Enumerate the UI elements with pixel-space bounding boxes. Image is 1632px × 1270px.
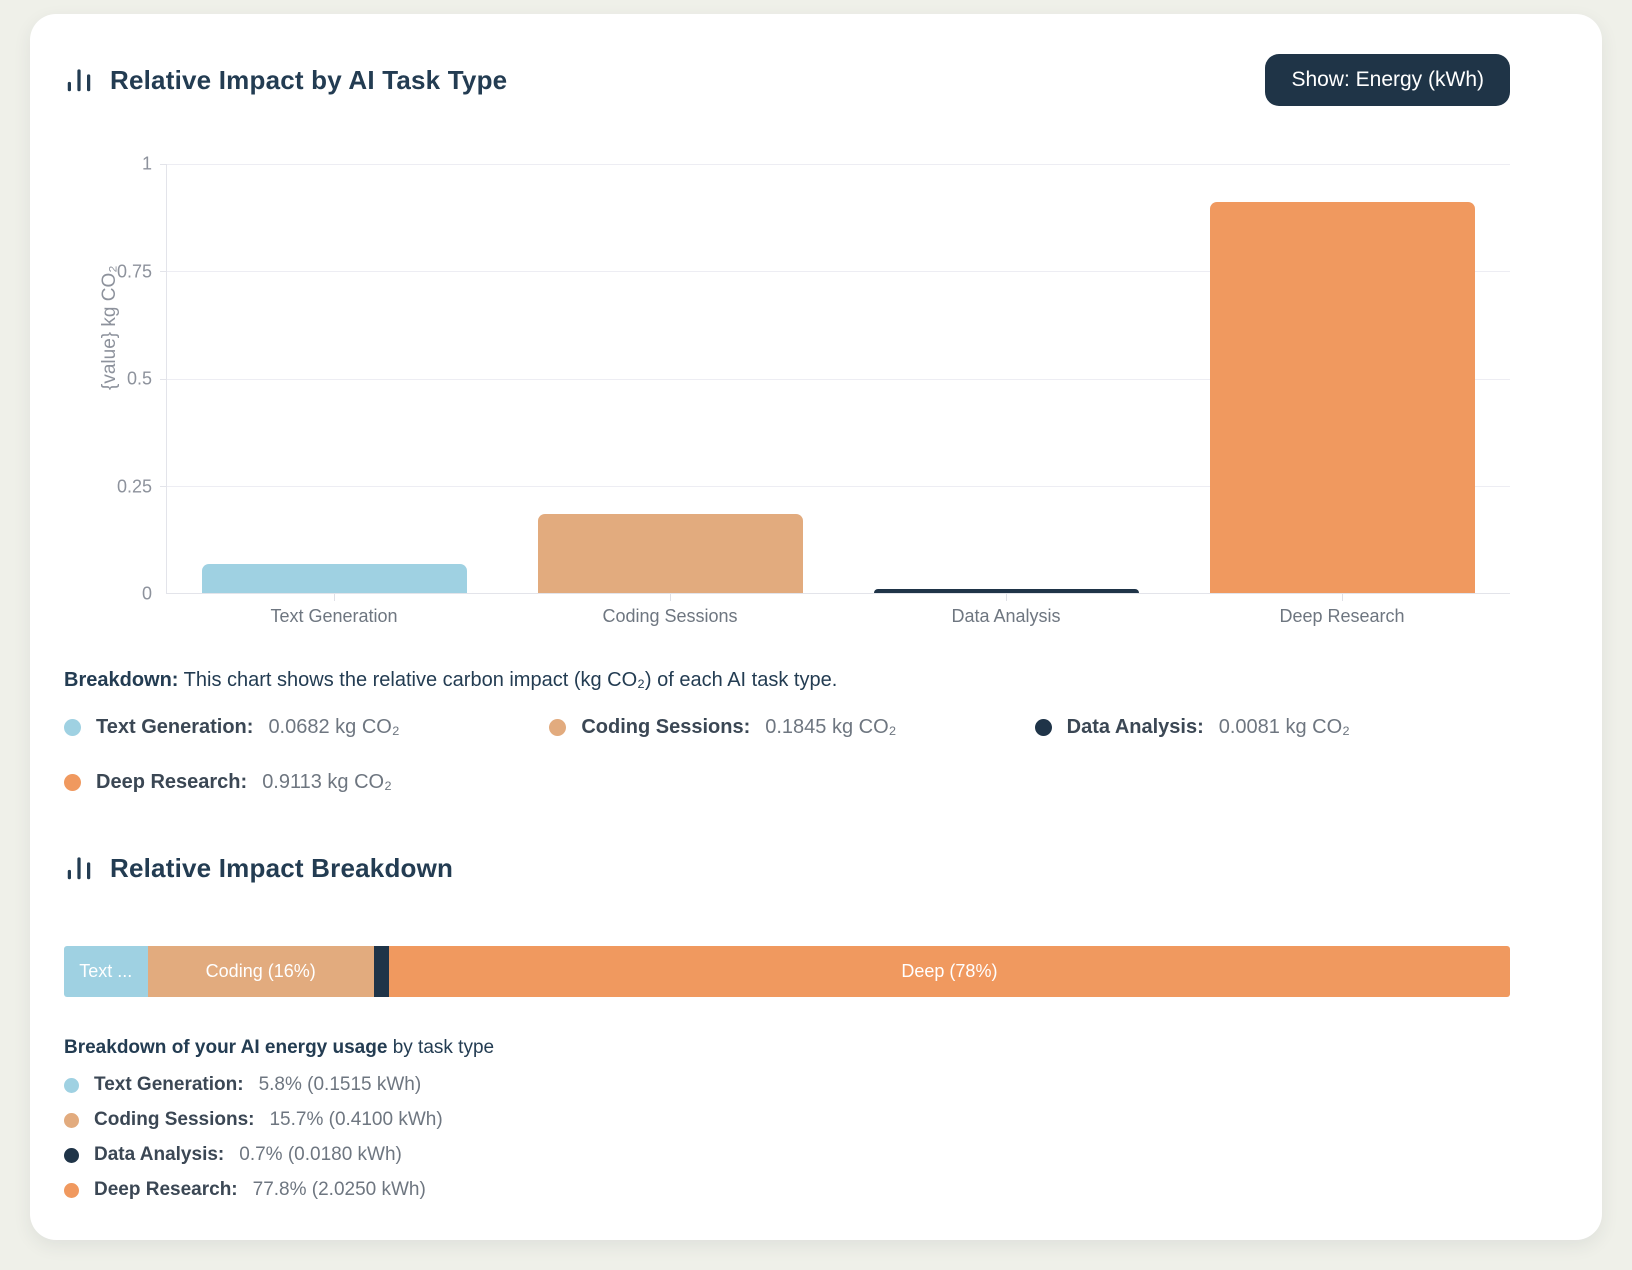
legend-value: 0.0081 kg CO₂ — [1218, 716, 1350, 738]
section2-subtitle: Breakdown of your AI energy usage by tas… — [64, 1037, 1510, 1059]
stacked-bar-legend: Text Generation: 5.8% (0.1515 kWh) Codin… — [64, 1074, 1510, 1201]
legend-label: Deep Research: — [96, 771, 248, 793]
breakdown-note-text: This chart shows the relative carbon imp… — [178, 669, 838, 691]
legend-dot-coding-sessions — [549, 719, 567, 736]
x-label-coding-sessions: Coding Sessions — [502, 594, 838, 627]
legend-dot-data-analysis — [64, 1147, 79, 1163]
section2-subtitle-rest: by task type — [387, 1037, 495, 1058]
bar-chart: {value} kg CO₂ 1 0.75 0.5 0.25 0 — [64, 154, 1510, 604]
legend-value: 5.8% (0.1515 kWh) — [258, 1074, 422, 1095]
gridline — [167, 271, 1510, 273]
breakdown-note-bold: Breakdown: — [64, 669, 179, 691]
section2-header: Relative Impact Breakdown — [64, 850, 1510, 886]
y-tick-label: 0.75 — [116, 261, 152, 281]
section1-header: Relative Impact by AI Task Type Show: En… — [64, 54, 1510, 106]
bars-group — [167, 164, 1510, 593]
legend-dot-text-generation — [64, 1077, 79, 1093]
legend-label: Coding Sessions: — [581, 716, 751, 738]
gridline — [167, 164, 1510, 165]
gridline — [167, 378, 1510, 380]
y-tickmark — [160, 271, 167, 273]
legend-item-data-analysis: Data Analysis: 0.7% (0.0180 kWh) — [64, 1144, 1510, 1166]
legend-label: Text Generation: — [96, 716, 254, 738]
y-tick-label: 0.5 — [126, 368, 152, 389]
section2-title: Relative Impact Breakdown — [110, 852, 454, 883]
x-axis-labels: Text Generation Coding Sessions Data Ana… — [166, 594, 1510, 627]
legend-dot-coding-sessions — [64, 1112, 79, 1128]
legend-dot-deep-research — [64, 774, 81, 791]
breakdown-note: Breakdown: This chart shows the relative… — [64, 669, 1510, 692]
legend-value: 0.0682 kg CO₂ — [268, 716, 400, 738]
y-tick-label: 1 — [141, 153, 152, 174]
bar-deep-research[interactable] — [1209, 202, 1475, 593]
y-tickmark — [160, 485, 167, 487]
legend-label: Text Generation: — [94, 1074, 244, 1095]
y-axis-title: {value} kg CO₂ — [99, 265, 120, 390]
dashboard-card: Relative Impact by AI Task Type Show: En… — [30, 14, 1602, 1240]
legend-item-text-generation: Text Generation: 5.8% (0.1515 kWh) — [64, 1074, 1510, 1096]
legend-label: Deep Research: — [94, 1179, 238, 1200]
bar-chart-icon — [67, 69, 91, 92]
segment-coding-sessions[interactable]: Coding (16%) — [147, 946, 374, 997]
x-label-deep-research: Deep Research — [1174, 594, 1510, 627]
legend-item-deep-research: Deep Research: 77.8% (2.0250 kWh) — [64, 1179, 1510, 1201]
legend-label: Coding Sessions: — [94, 1109, 255, 1130]
bar-chart-icon — [67, 857, 91, 880]
legend-dot-data-analysis — [1034, 719, 1052, 736]
legend-item-deep-research: Deep Research: 0.9113 kg CO₂ — [64, 771, 539, 794]
legend-dot-text-generation — [64, 719, 81, 736]
chart-legend: Text Generation: 0.0682 kg CO₂ Coding Se… — [64, 716, 1510, 794]
plot-area — [160, 164, 1510, 594]
y-tickmark — [160, 378, 167, 380]
legend-item-coding-sessions: Coding Sessions: 15.7% (0.4100 kWh) — [64, 1109, 1510, 1131]
legend-value: 0.7% (0.0180 kWh) — [239, 1144, 402, 1165]
y-tick-label: 0.25 — [116, 476, 152, 496]
y-tickmark — [160, 164, 167, 165]
segment-deep-research[interactable]: Deep (78%) — [388, 946, 1510, 997]
legend-value: 0.1845 kg CO₂ — [765, 716, 897, 738]
bar-data-analysis[interactable] — [873, 589, 1139, 593]
legend-value: 77.8% (2.0250 kWh) — [252, 1179, 426, 1200]
legend-item-text-generation: Text Generation: 0.0682 kg CO₂ — [64, 716, 539, 739]
gridline — [167, 485, 1510, 487]
legend-item-data-analysis: Data Analysis: 0.0081 kg CO₂ — [1034, 716, 1510, 739]
legend-value: 15.7% (0.4100 kWh) — [269, 1109, 443, 1130]
segment-text-generation[interactable]: Text ... — [64, 946, 148, 997]
x-label-data-analysis: Data Analysis — [838, 594, 1174, 627]
y-axis: {value} kg CO₂ 1 0.75 0.5 0.25 0 — [64, 154, 166, 604]
show-energy-toggle-button[interactable]: Show: Energy (kWh) — [1265, 54, 1510, 106]
legend-dot-deep-research — [64, 1182, 79, 1198]
stacked-impact-bar: Text ... Coding (16%) Deep (78%) — [64, 946, 1510, 997]
legend-value: 0.9113 kg CO₂ — [262, 771, 392, 793]
legend-label: Data Analysis: — [1066, 716, 1204, 738]
section1-title: Relative Impact by AI Task Type — [110, 64, 508, 95]
bar-coding-sessions[interactable] — [538, 513, 804, 593]
section2-subtitle-bold: Breakdown of your AI energy usage — [64, 1037, 388, 1058]
x-label-text-generation: Text Generation — [166, 594, 502, 627]
bar-text-generation[interactable] — [202, 563, 468, 593]
legend-label: Data Analysis: — [94, 1144, 225, 1165]
legend-item-coding-sessions: Coding Sessions: 0.1845 kg CO₂ — [549, 716, 1024, 739]
segment-data-analysis[interactable] — [373, 946, 389, 997]
y-tick-label: 0 — [141, 583, 152, 604]
